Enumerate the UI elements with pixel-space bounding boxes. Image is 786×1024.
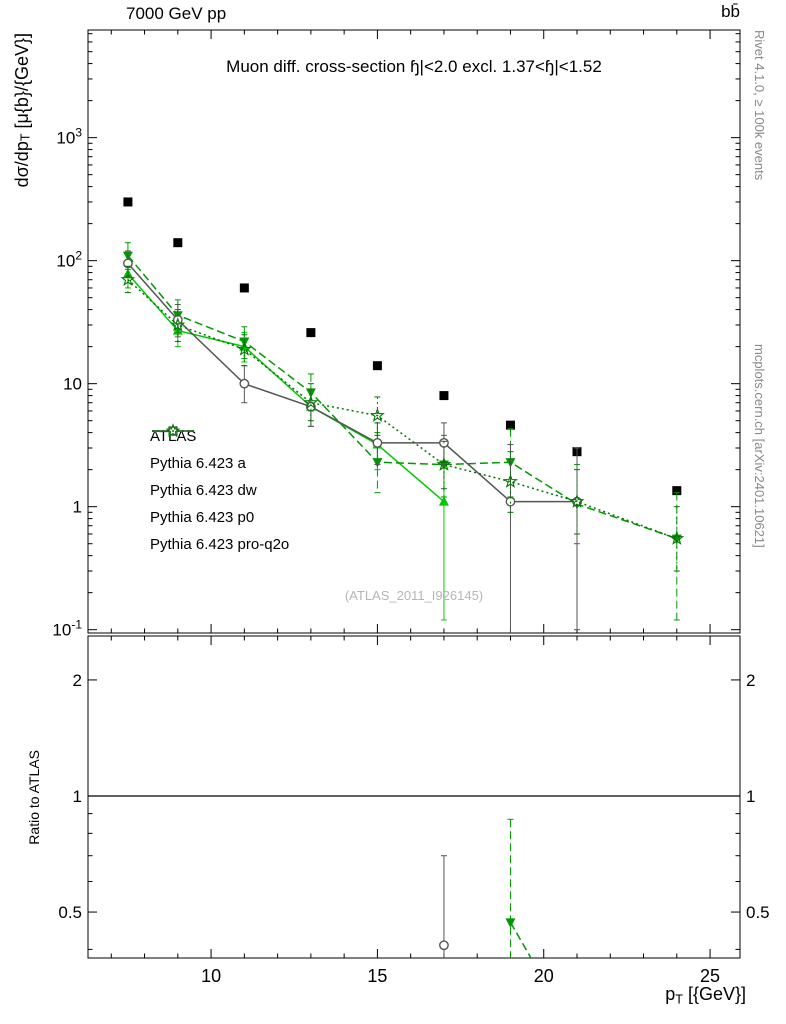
svg-text:2: 2: [746, 671, 755, 690]
legend-label: ATLAS: [150, 428, 197, 445]
svg-text:25: 25: [700, 966, 720, 986]
legend-item: Pythia 6.423 pro-q2o: [150, 423, 290, 558]
svg-text:10-1: 10-1: [52, 618, 82, 640]
svg-text:0.5: 0.5: [58, 903, 82, 922]
ratio-axis-label: Ratio to ATLAS: [26, 749, 42, 845]
y-axis-label: dσ/dpT [μ{b}/{GeV}]: [12, 33, 33, 188]
process-label: bb̄: [721, 2, 740, 21]
beam-energy-label: 7000 GeV pp: [126, 4, 227, 23]
svg-text:10: 10: [63, 375, 82, 394]
analysis-id-watermark: (ATLAS_2011_I926145): [344, 588, 484, 603]
svg-text:0.5: 0.5: [746, 903, 770, 922]
legend-item: Pythia 6.423 a: [150, 425, 289, 477]
legend-item: Pythia 6.423 p0: [150, 426, 289, 531]
legend-label: Pythia 6.423 pro-q2o: [150, 536, 290, 553]
legend-item: Pythia 6.423 dw: [150, 427, 289, 504]
svg-text:2: 2: [73, 671, 82, 690]
svg-text:10: 10: [201, 966, 221, 986]
svg-text:102: 102: [56, 249, 82, 271]
rivet-version-label: Rivet 4.1.0, ≥ 100k events: [752, 30, 767, 181]
svg-text:20: 20: [534, 966, 554, 986]
svg-text:1: 1: [746, 787, 755, 806]
svg-text:15: 15: [367, 966, 387, 986]
legend-label: Pythia 6.423 p0: [150, 509, 255, 526]
svg-text:103: 103: [56, 126, 82, 148]
legend: ATLAS Pythia 6.423 a Pythia 6.423 dw Pythia…: [150, 423, 289, 558]
svg-text:1: 1: [73, 787, 82, 806]
legend-marker-icon: [152, 423, 194, 438]
x-axis-label: pT [{GeV}]: [665, 984, 746, 1007]
plot-title: Muon diff. cross-section ɧ|<2.0 excl. 1.…: [226, 57, 602, 76]
legend-label: Pythia 6.423 a: [150, 455, 246, 472]
legend-label: Pythia 6.423 dw: [150, 482, 257, 499]
mcplots-credit-label: mcplots.cern.ch [arXiv:2401.10621]: [752, 344, 767, 548]
svg-text:1: 1: [73, 498, 82, 517]
